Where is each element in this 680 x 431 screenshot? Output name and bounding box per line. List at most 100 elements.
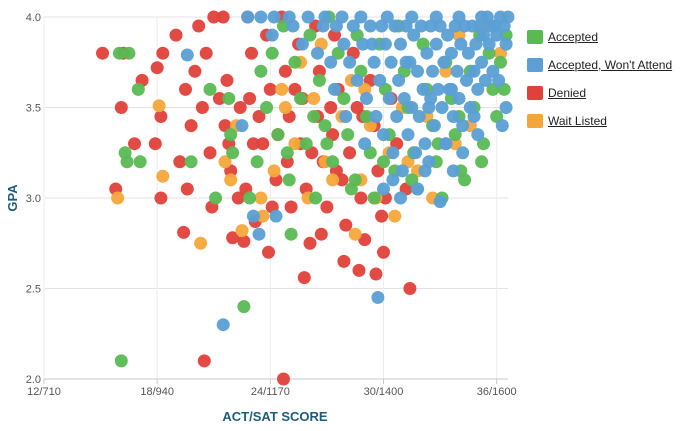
x-tick-labels: 12/710 18/940 24/1170 30/1400 36/1600	[27, 386, 516, 398]
data-point	[444, 82, 458, 96]
data-point	[260, 101, 274, 114]
data-point	[224, 173, 238, 187]
data-point	[335, 10, 349, 24]
data-point	[339, 218, 353, 232]
data-point	[360, 110, 373, 123]
data-point	[226, 231, 240, 245]
data-point	[252, 227, 266, 241]
data-point	[265, 28, 279, 42]
data-point	[424, 92, 438, 105]
data-point	[179, 82, 192, 96]
data-point	[284, 200, 298, 214]
data-point	[312, 64, 326, 78]
data-point	[309, 191, 323, 205]
data-point	[220, 73, 234, 87]
data-point	[131, 82, 145, 96]
y-tick-label: 3.0	[26, 193, 41, 205]
data-point	[194, 236, 208, 250]
data-point	[394, 191, 407, 205]
legend-swatch-accepted-wont-attend	[527, 58, 543, 72]
data-point	[499, 101, 513, 114]
data-point	[482, 46, 496, 60]
data-point	[237, 234, 251, 248]
data-point	[490, 28, 504, 42]
data-point	[437, 55, 451, 69]
data-point	[444, 46, 458, 60]
data-point	[343, 55, 357, 69]
data-point	[231, 191, 245, 205]
data-point	[154, 110, 168, 123]
data-point	[341, 128, 355, 142]
data-point	[377, 155, 390, 169]
legend-item-accepted[interactable]: Accepted	[527, 28, 677, 46]
data-point	[256, 137, 270, 151]
data-point	[262, 245, 275, 259]
legend-item-wait-listed[interactable]: Wait Listed	[527, 112, 677, 130]
data-point	[156, 169, 170, 183]
data-point	[416, 82, 430, 96]
data-point	[326, 173, 340, 187]
y-axis-title: GPA	[5, 184, 20, 212]
y-tick-labels: 2.0 2.5 3.0 3.5 4.0	[26, 12, 41, 386]
data-point	[243, 191, 257, 205]
data-point	[407, 28, 421, 42]
data-points	[96, 10, 515, 386]
legend-item-denied[interactable]: Denied	[527, 84, 677, 102]
data-point	[460, 73, 473, 87]
data-point	[224, 128, 238, 142]
data-point	[356, 37, 370, 51]
data-point	[475, 55, 489, 69]
data-point	[254, 10, 268, 24]
data-point	[207, 10, 221, 24]
y-tick-label: 2.0	[26, 374, 41, 386]
y-tick-label: 3.5	[26, 103, 41, 115]
data-point	[494, 55, 507, 69]
data-point	[241, 10, 255, 24]
data-point	[237, 300, 251, 314]
data-point	[414, 19, 428, 33]
data-point	[348, 227, 362, 241]
x-tick-label: 18/940	[140, 386, 174, 398]
data-point	[411, 182, 424, 196]
data-point	[475, 10, 489, 24]
data-point	[405, 101, 419, 114]
data-point	[111, 191, 125, 205]
data-point	[328, 82, 341, 96]
data-point	[303, 28, 317, 42]
data-point	[278, 64, 292, 78]
data-point	[446, 110, 460, 123]
data-point	[312, 73, 326, 87]
data-point	[282, 173, 296, 187]
data-point	[212, 92, 226, 105]
axes	[43, 378, 508, 384]
data-point	[252, 110, 266, 123]
data-point	[378, 37, 392, 51]
data-point	[114, 354, 128, 368]
data-point	[467, 110, 481, 123]
data-point	[392, 73, 406, 87]
data-point	[294, 92, 307, 105]
data-point	[429, 10, 443, 24]
data-point	[358, 137, 372, 151]
data-point	[418, 137, 432, 151]
data-point	[278, 101, 292, 114]
data-point	[426, 64, 440, 78]
data-point	[307, 110, 321, 123]
data-point	[433, 195, 447, 209]
data-point	[195, 101, 209, 114]
data-point	[492, 73, 506, 87]
data-point	[439, 137, 453, 151]
data-point	[297, 271, 311, 285]
data-point	[303, 236, 317, 250]
x-axis-title: ACT/SAT SCORE	[222, 409, 328, 424]
data-point	[203, 82, 217, 96]
data-point	[254, 191, 268, 205]
data-point	[386, 146, 400, 160]
data-point	[422, 155, 436, 169]
data-point	[360, 92, 373, 105]
data-point	[495, 119, 509, 133]
data-point	[369, 267, 383, 281]
data-point	[250, 155, 264, 169]
data-point	[288, 55, 302, 69]
legend-item-accepted-wont-attend[interactable]: Accepted, Won't Attend	[527, 56, 677, 74]
